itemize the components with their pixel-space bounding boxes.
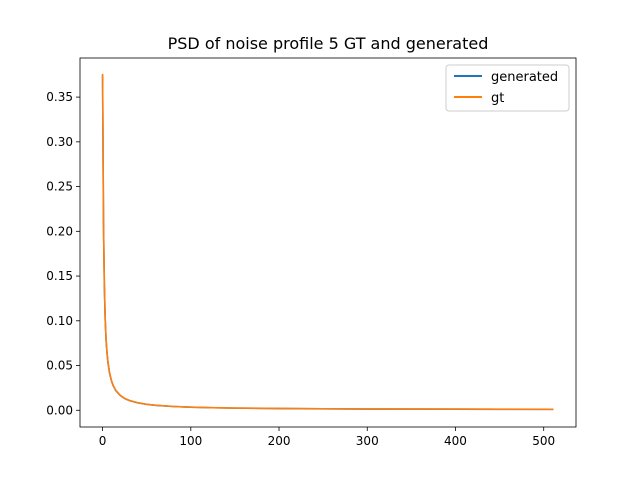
y-tick-label: 0.05 (46, 359, 73, 373)
legend: generated gt (445, 64, 570, 112)
y-axis-ticks: 0.00 0.05 0.10 0.15 0.20 0.25 0.30 0.35 (46, 90, 80, 417)
x-tick-label: 200 (268, 434, 291, 448)
y-tick-label: 0.20 (46, 224, 73, 238)
y-tick-label: 0.30 (46, 135, 73, 149)
y-tick-label: 0.15 (46, 269, 73, 283)
chart-title: PSD of noise profile 5 GT and generated (168, 34, 489, 53)
y-tick-label: 0.10 (46, 314, 73, 328)
x-tick-label: 400 (444, 434, 467, 448)
y-tick-label: 0.35 (46, 90, 73, 104)
series-line-generated (101, 75, 554, 411)
series-line-gt (101, 73, 554, 411)
y-tick-label: 0.00 (46, 403, 73, 417)
x-axis-ticks: 0 100 200 300 400 500 (99, 427, 555, 448)
legend-label-generated: generated (491, 70, 558, 85)
x-tick-label: 0 (99, 434, 107, 448)
x-tick-label: 300 (356, 434, 379, 448)
x-tick-label: 500 (532, 434, 555, 448)
plot-series (101, 73, 554, 411)
legend-label-gt: gt (491, 91, 504, 106)
y-tick-label: 0.25 (46, 180, 73, 194)
x-tick-label: 100 (179, 434, 202, 448)
axes-frame (79, 57, 577, 428)
